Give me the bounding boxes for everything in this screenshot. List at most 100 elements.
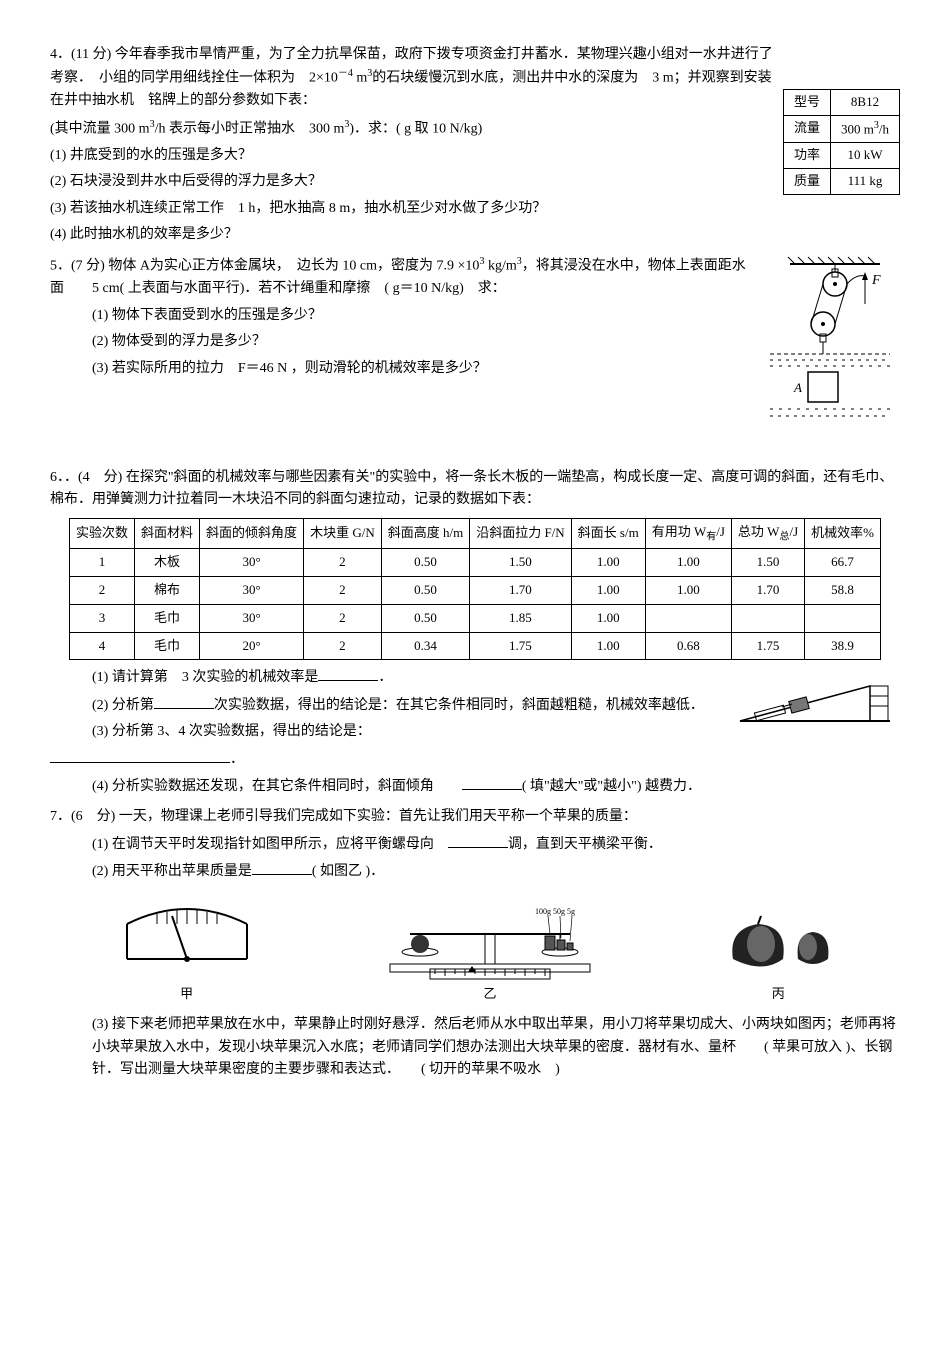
text: (1) 在调节天平时发现指针如图甲所示，应将平衡螺母向 <box>92 837 434 852</box>
text: ． <box>230 752 244 767</box>
th: 有用功 W有/J <box>645 518 731 549</box>
label-b: 乙 <box>380 984 600 1005</box>
incline-data-table: 实验次数 斜面材料 斜面的倾斜角度 木块重 G/N 斜面高度 h/m 沿斜面拉力… <box>69 518 881 661</box>
blank-input[interactable] <box>154 694 214 709</box>
text: (2) 分析第 <box>92 698 154 713</box>
cell <box>805 604 881 632</box>
cell: 0.50 <box>381 604 469 632</box>
cell: 1.70 <box>470 577 571 605</box>
text: 调，直到天平横梁平衡． <box>508 837 662 852</box>
th: 机械效率% <box>805 518 881 549</box>
cell: 1.75 <box>470 632 571 660</box>
balance-svg: 100g 50g 5g <box>380 894 600 984</box>
incline-figure <box>730 671 900 739</box>
spec-cell: 300 m3/h <box>831 115 900 142</box>
pulley-figure: F A <box>760 254 900 432</box>
cell: 38.9 <box>805 632 881 660</box>
th: 斜面材料 <box>135 518 200 549</box>
cell: 66.7 <box>805 549 881 577</box>
text: ( 如图乙 )． <box>312 864 384 879</box>
cell: 1.75 <box>731 632 804 660</box>
cell: 0.50 <box>381 549 469 577</box>
cell: 1.85 <box>470 604 571 632</box>
blank-input[interactable] <box>50 748 230 763</box>
q7-p3: (3) 接下来老师把苹果放在水中，苹果静止时刚好悬浮．然后老师从水中取出苹果，用… <box>50 1014 900 1081</box>
blank-input[interactable] <box>318 666 378 681</box>
incline-svg <box>730 671 900 731</box>
q7-p1: (1) 在调节天平时发现指针如图甲所示，应将平衡螺母向 调，直到天平横梁平衡． <box>50 833 900 856</box>
spec-cell: 流量 <box>783 115 830 142</box>
spec-cell: 111 kg <box>831 168 900 194</box>
cell <box>645 604 731 632</box>
text: ． <box>378 670 392 685</box>
cell: 0.50 <box>381 577 469 605</box>
pulley-svg: F A <box>760 254 900 424</box>
question-5: F A 5．(7 分) 物体 A为实心正方体金属块， 边长为 10 cm，密度为… <box>50 254 900 380</box>
cell: 3 <box>70 604 135 632</box>
svg-text:A: A <box>793 380 802 395</box>
cell: 1.00 <box>571 549 645 577</box>
cell: 1.00 <box>571 577 645 605</box>
cell: 木板 <box>135 549 200 577</box>
cell: 30° <box>200 604 304 632</box>
cell: 1 <box>70 549 135 577</box>
text: ( 填"越大"或"越小") 越费力． <box>522 779 701 794</box>
cell: 4 <box>70 632 135 660</box>
blank-input[interactable] <box>252 860 312 875</box>
figure-row: 甲 100g 50g 5g <box>50 894 900 1005</box>
th: 斜面高度 h/m <box>381 518 469 549</box>
question-6: 6．．(4 分) 在探究"斜面的机械效率与哪些因素有关"的实验中，将一条长木板的… <box>50 467 900 799</box>
cell: 20° <box>200 632 304 660</box>
q6-text: 6．．(4 分) 在探究"斜面的机械效率与哪些因素有关"的实验中，将一条长木板的… <box>50 467 900 512</box>
cell: 1.50 <box>470 549 571 577</box>
th: 沿斜面拉力 F/N <box>470 518 571 549</box>
cell: 30° <box>200 577 304 605</box>
question-7: 7．(6 分) 一天，物理课上老师引导我们完成如下实验：首先让我们用天平称一个苹… <box>50 806 900 1081</box>
cell: 1.50 <box>731 549 804 577</box>
cell: 2 <box>304 604 382 632</box>
q4-p1: (1) 井底受到的水的压强是多大？ <box>50 145 900 167</box>
apple-svg <box>713 904 843 984</box>
cell: 0.34 <box>381 632 469 660</box>
spec-cell: 功率 <box>783 142 830 168</box>
cell: 毛巾 <box>135 604 200 632</box>
cell: 1.00 <box>645 577 731 605</box>
blank-input[interactable] <box>448 833 508 848</box>
q4-text: 4．(11 分) 今年春季我市旱情严重，为了全力抗旱保苗，政府下拨专项资金打井蓄… <box>50 44 900 113</box>
th: 斜面长 s/m <box>571 518 645 549</box>
pump-spec-table: 型号8B12 流量300 m3/h 功率10 kW 质量111 kg <box>783 89 900 195</box>
spec-cell: 型号 <box>783 90 830 116</box>
spec-cell: 10 kW <box>831 142 900 168</box>
label-c: 丙 <box>713 984 843 1005</box>
q7-text: 7．(6 分) 一天，物理课上老师引导我们完成如下实验：首先让我们用天平称一个苹… <box>50 806 900 828</box>
th: 斜面的倾斜角度 <box>200 518 304 549</box>
cell: 2 <box>304 577 382 605</box>
q7-p2: (2) 用天平称出苹果质量是 ( 如图乙 )． <box>50 860 900 883</box>
svg-text:100g 50g 5g: 100g 50g 5g <box>535 907 575 916</box>
force-label: F <box>871 273 881 288</box>
figure-b: 100g 50g 5g 乙 <box>380 894 600 1005</box>
cell: 毛巾 <box>135 632 200 660</box>
cell: 2 <box>70 577 135 605</box>
cell: 棉布 <box>135 577 200 605</box>
cell: 58.8 <box>805 577 881 605</box>
pointer-svg <box>107 904 267 984</box>
cell <box>731 604 804 632</box>
th: 实验次数 <box>70 518 135 549</box>
blank-input[interactable] <box>462 775 522 790</box>
text: (2) 用天平称出苹果质量是 <box>92 864 252 879</box>
text: (4) 分析实验数据还发现，在其它条件相同时，斜面倾角 <box>92 779 434 794</box>
cell: 30° <box>200 549 304 577</box>
figure-c: 丙 <box>713 904 843 1005</box>
q4-line2: (其中流量 300 m3/h 表示每小时正常抽水 300 m3)．求：( g 取… <box>50 117 900 141</box>
cell: 1.00 <box>645 549 731 577</box>
text: (1) 请计算第 3 次实验的机械效率是 <box>92 670 318 685</box>
th: 木块重 G/N <box>304 518 382 549</box>
cell: 2 <box>304 632 382 660</box>
figure-a: 甲 <box>107 904 267 1005</box>
q4-p4: (4) 此时抽水机的效率是多少？ <box>50 224 900 246</box>
cell: 1.70 <box>731 577 804 605</box>
text: 次实验数据，得出的结论是：在其它条件相同时，斜面越粗糙，机械效率越低． <box>214 698 704 713</box>
th: 总功 W总/J <box>731 518 804 549</box>
q6-p3b: ． <box>50 748 900 771</box>
